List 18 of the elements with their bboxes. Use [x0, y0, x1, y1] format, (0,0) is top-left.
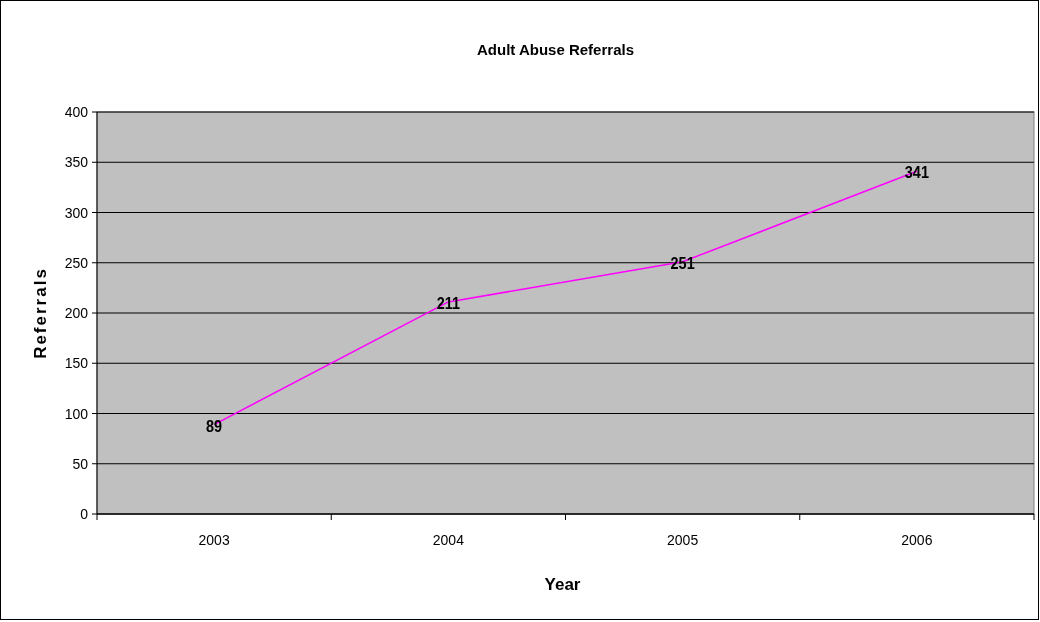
y-tick-label: 0: [80, 506, 89, 522]
x-axis-title: Year: [544, 575, 581, 594]
y-tick-label: 100: [64, 405, 89, 422]
data-label: 89: [206, 416, 223, 435]
x-tick-label: 2005: [667, 532, 699, 548]
y-tick-label: 350: [64, 154, 89, 171]
y-axis-title: Referrals: [31, 267, 50, 359]
y-tick-label: 250: [64, 254, 89, 271]
chart-title: Adult Abuse Referrals: [477, 41, 634, 58]
x-tick-label: 2004: [432, 532, 465, 548]
y-tick-label: 200: [64, 305, 89, 321]
y-tick-label: 150: [64, 355, 89, 372]
y-tick-label: 300: [64, 204, 89, 221]
y-tick-label: 50: [72, 455, 89, 472]
data-label: 341: [904, 163, 930, 182]
x-tick-label: 2003: [198, 532, 230, 548]
y-tick-label: 400: [64, 104, 89, 120]
x-tick-label: 2006: [901, 532, 933, 548]
